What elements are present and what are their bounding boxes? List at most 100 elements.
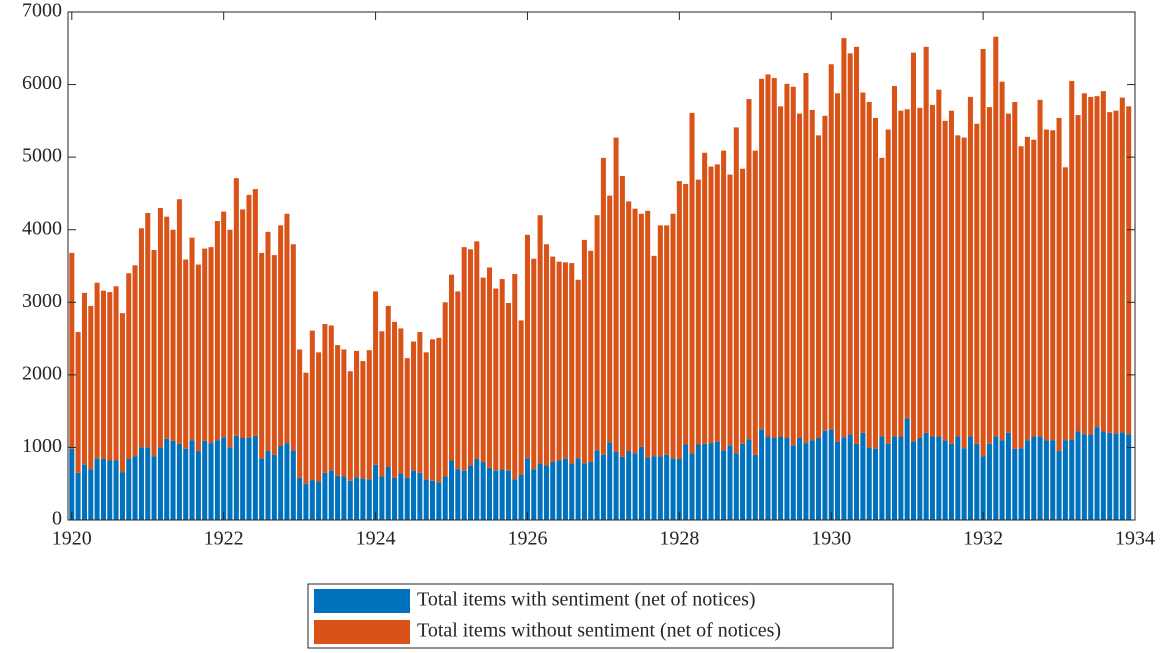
- bar-segment: [543, 244, 549, 466]
- bar-segment: [316, 352, 322, 482]
- bar-segment: [309, 480, 315, 520]
- bar-segment: [600, 157, 606, 455]
- bar-segment: [1043, 129, 1049, 441]
- bar-segment: [145, 213, 151, 448]
- bar-segment: [404, 358, 410, 478]
- bar-segment: [303, 483, 309, 520]
- bar-segment: [132, 265, 138, 457]
- bar-segment: [373, 291, 379, 465]
- bar-segment: [531, 469, 537, 520]
- bar-segment: [290, 244, 296, 451]
- bar-segment: [448, 274, 455, 461]
- bar-segment: [455, 291, 461, 470]
- bar-segment: [828, 64, 834, 430]
- bar-segment: [518, 475, 524, 520]
- bar-segment: [708, 166, 714, 444]
- bar-segment: [695, 444, 701, 520]
- bar-segment: [689, 453, 695, 520]
- bar-segment: [360, 361, 366, 479]
- bar-segment: [683, 183, 689, 445]
- bar-segment: [100, 459, 106, 520]
- bar-segment: [404, 477, 410, 520]
- bar-segment: [132, 456, 138, 520]
- bar-segment: [328, 470, 334, 520]
- bar-segment: [214, 221, 220, 441]
- bar-segment: [702, 443, 708, 520]
- bar-segment: [778, 106, 784, 437]
- bar-segment: [94, 282, 100, 459]
- bar-segment: [537, 215, 543, 464]
- bar-segment: [126, 273, 132, 460]
- bar-segment: [392, 321, 398, 478]
- bar-segment: [499, 279, 505, 470]
- bar-segment: [398, 473, 404, 520]
- bar-segment: [195, 264, 201, 452]
- bar-segment: [392, 477, 398, 520]
- bar-segment: [733, 453, 739, 520]
- bar-segment: [974, 443, 980, 520]
- bar-segment: [721, 150, 727, 451]
- bar-segment: [835, 93, 841, 442]
- y-tick-label: 1000: [22, 435, 62, 457]
- bar-segment: [1024, 440, 1030, 520]
- bar-segment: [1012, 448, 1018, 520]
- bar-segment: [189, 440, 195, 520]
- y-tick-label: 3000: [22, 290, 62, 312]
- bar-segment: [518, 320, 524, 476]
- bar-segment: [986, 107, 992, 444]
- bar-segment: [278, 445, 284, 520]
- bar-segment: [613, 451, 619, 520]
- legend-swatch: [314, 620, 410, 644]
- bar-segment: [183, 259, 189, 449]
- y-tick-label: 7000: [22, 0, 62, 22]
- plot-frame: [67, 11, 1136, 521]
- bar-segment: [860, 432, 866, 520]
- bar-segment: [626, 451, 632, 520]
- bar-segment: [1012, 101, 1018, 449]
- bar-segment: [227, 229, 233, 448]
- bar-segment: [594, 215, 600, 451]
- bar-segment: [88, 305, 94, 470]
- bar-segment: [657, 456, 663, 520]
- bar-segment: [575, 458, 581, 520]
- bar-segment: [107, 292, 113, 461]
- bar-segment: [499, 469, 505, 520]
- bar-segment: [1126, 434, 1132, 520]
- bar-segment: [240, 437, 246, 520]
- bar-segment: [94, 458, 100, 520]
- x-tick-label: 1934: [1115, 528, 1155, 550]
- bar-segment: [1031, 436, 1037, 520]
- bar-segment: [316, 481, 322, 520]
- bar-segment: [170, 229, 176, 441]
- bar-segment: [860, 92, 866, 433]
- bar-segment: [626, 201, 632, 452]
- bar-segment: [341, 349, 347, 477]
- bar-segment: [480, 277, 486, 462]
- bar-segment: [961, 448, 967, 520]
- bar-segment: [81, 464, 88, 520]
- bar-segment: [632, 208, 638, 454]
- bar-segment: [303, 372, 309, 484]
- bar-segment: [550, 461, 556, 520]
- bar-segment: [474, 459, 480, 520]
- bar-segment: [733, 127, 739, 454]
- bar-segment: [486, 467, 493, 520]
- bar-segment: [999, 81, 1005, 441]
- bar-segment: [740, 168, 746, 444]
- bar-segment: [436, 337, 442, 483]
- bar-segment: [967, 96, 973, 437]
- bar-segment: [853, 46, 860, 444]
- bar-segment: [948, 443, 954, 520]
- bar-segment: [588, 461, 594, 520]
- bar-segment: [746, 99, 752, 440]
- bar-segment: [651, 255, 657, 457]
- bar-segment: [847, 434, 853, 520]
- bar-segment: [1005, 432, 1011, 520]
- bar-segment: [347, 480, 353, 520]
- bar-segment: [645, 457, 651, 520]
- bar-segment: [759, 78, 765, 430]
- bar-segment: [1119, 97, 1125, 433]
- bar-segment: [505, 470, 511, 520]
- bar-segment: [297, 477, 303, 520]
- bar-segment: [379, 476, 385, 520]
